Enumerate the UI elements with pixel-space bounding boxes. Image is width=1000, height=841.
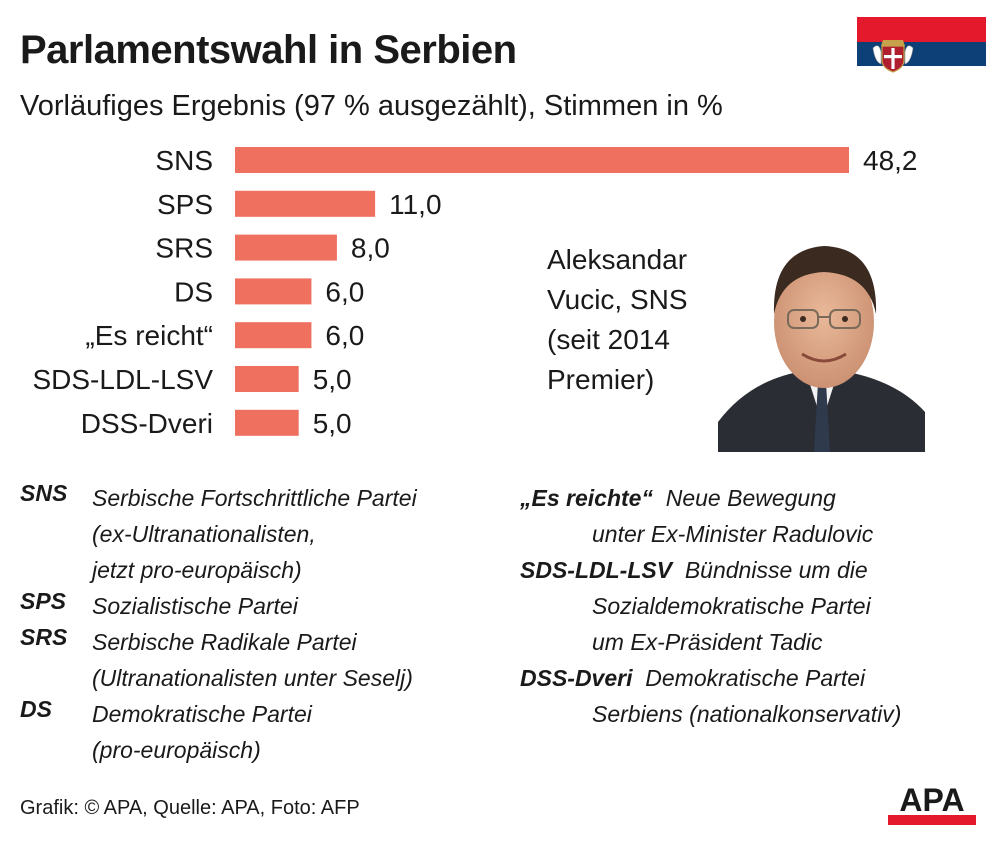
legend-abbr: SRS bbox=[20, 624, 68, 650]
bar-sns bbox=[235, 147, 849, 173]
legend-abbr: SDS-LDL-LSV bbox=[520, 557, 673, 583]
legend-text: Serbische Radikale Partei bbox=[92, 629, 357, 655]
bar-srs bbox=[235, 234, 337, 261]
legend-entry-sds-ldl-lsv: SDS-LDL-LSV Bündnisse um die Sozialdemok… bbox=[520, 552, 901, 660]
legend-text: Serbiens (nationalkonservativ) bbox=[592, 701, 902, 727]
category-label-sds-ldl-lsv: SDS-LDL-LSV bbox=[32, 364, 213, 395]
category-label-sps: SPS bbox=[157, 189, 213, 220]
legend-abbr: SPS bbox=[20, 588, 67, 614]
legend-text: (pro-europäisch) bbox=[92, 737, 261, 763]
category-label-dss-dveri: DSS-Dveri bbox=[81, 408, 213, 439]
apa-logo: APA bbox=[884, 782, 980, 825]
legend-text: Serbische Fortschrittliche Partei bbox=[92, 485, 417, 511]
legend-first-line: SDS-LDL-LSV Bündnisse um die bbox=[520, 552, 901, 588]
legend-entry-sps: SPS Sozialistische Partei bbox=[20, 588, 417, 624]
chart-subtitle: Vorläufiges Ergebnis (97 % ausgezählt), … bbox=[20, 90, 723, 122]
value-label-sns: 48,2 bbox=[863, 145, 918, 176]
legend-text: unter Ex-Minister Radulovic bbox=[592, 521, 874, 547]
value-label-ds: 6,0 bbox=[325, 276, 364, 307]
legend-first-line: „Es reichte“ Neue Bewegung bbox=[520, 480, 901, 516]
bar-chart: SNS 48,2 SPS 11,0 SRS 8,0 DS 6,0 „Es reicht“ 6,0 S… bbox=[32, 145, 918, 439]
legend-first-line: DSS-Dveri Demokratische Partei bbox=[520, 660, 901, 696]
caption-line: (seit 2014 bbox=[547, 324, 670, 355]
serbia-flag-icon bbox=[857, 17, 986, 91]
apa-logo-text: APA bbox=[899, 783, 964, 818]
legend-text: jetzt pro-europäisch) bbox=[92, 557, 302, 583]
caption-line: Aleksandar bbox=[547, 244, 688, 275]
value-label-dss-dveri: 5,0 bbox=[313, 408, 352, 439]
legend-text: (Ultranationalisten unter Seselj) bbox=[92, 665, 413, 691]
bar-sps bbox=[235, 190, 376, 217]
legend-abbr: SNS bbox=[20, 480, 68, 506]
category-label-sns: SNS bbox=[155, 145, 213, 176]
category-label-ds: DS bbox=[174, 276, 213, 307]
legend-text: (ex-Ultranationalisten, bbox=[92, 521, 316, 547]
legend-right: „Es reichte“ Neue Bewegung unter Ex-Mini… bbox=[520, 480, 901, 732]
photo-caption: Aleksandar Vucic, SNS (seit 2014 Premier… bbox=[547, 240, 688, 400]
caption-line: Premier) bbox=[547, 364, 655, 395]
legend-text: um Ex-Präsident Tadic bbox=[592, 629, 823, 655]
legend-abbr: DSS-Dveri bbox=[520, 665, 633, 691]
source-credit: Grafik: © APA, Quelle: APA, Foto: AFP bbox=[20, 797, 360, 819]
value-label-srs: 8,0 bbox=[351, 233, 390, 264]
legend-abbr: „Es reichte“ bbox=[520, 485, 653, 511]
legend-entry-srs: SRS Serbische Radikale Partei (Ultranati… bbox=[20, 624, 417, 696]
value-label-es-reicht: 6,0 bbox=[325, 320, 364, 351]
legend-text: Sozialdemokratische Partei bbox=[592, 593, 871, 619]
portrait-photo bbox=[718, 222, 925, 452]
legend-entry-dss-dveri: DSS-Dveri Demokratische Partei Serbiens … bbox=[520, 660, 901, 732]
value-label-sds-ldl-lsv: 5,0 bbox=[313, 364, 352, 395]
legend-text: Bündnisse um die bbox=[684, 557, 868, 583]
bar-dss-dveri bbox=[235, 409, 299, 436]
legend-text: Demokratische Partei bbox=[645, 665, 866, 691]
legend-entry-ds: DS Demokratische Partei (pro-europäisch) bbox=[20, 696, 417, 768]
chart-title: Parlamentswahl in Serbien bbox=[20, 28, 517, 72]
caption-line: Vucic, SNS bbox=[547, 284, 688, 315]
bar-sds-ldl-lsv bbox=[235, 366, 299, 392]
legend-text: Neue Bewegung bbox=[665, 485, 836, 511]
legend-left: SNS Serbische Fortschrittliche Partei (e… bbox=[20, 480, 417, 768]
bar-es-reicht bbox=[235, 322, 312, 349]
legend-abbr: DS bbox=[20, 696, 52, 722]
legend-entry-es-reichte: „Es reichte“ Neue Bewegung unter Ex-Mini… bbox=[520, 480, 901, 552]
legend-entry-sns: SNS Serbische Fortschrittliche Partei (e… bbox=[20, 480, 417, 588]
category-label-es-reicht: „Es reicht“ bbox=[85, 320, 213, 351]
category-label-srs: SRS bbox=[155, 233, 213, 264]
legend-text: Sozialistische Partei bbox=[92, 593, 298, 619]
legend-text: Demokratische Partei bbox=[92, 701, 312, 727]
value-label-sps: 11,0 bbox=[389, 189, 441, 220]
bar-ds bbox=[235, 278, 312, 305]
